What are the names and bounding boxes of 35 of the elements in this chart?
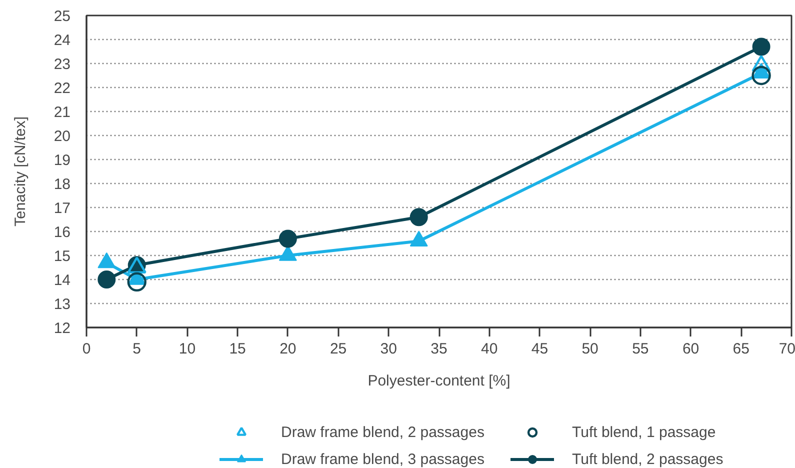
x-tick-label: 0: [82, 340, 91, 358]
y-tick-label: 25: [54, 8, 71, 25]
legend-label: Tuft blend, 2 passages: [572, 450, 724, 468]
y-tick-label: 17: [54, 200, 71, 217]
x-tick-label: 10: [178, 340, 196, 358]
x-tick-label: 55: [632, 340, 649, 358]
x-tick-label: 45: [531, 340, 548, 358]
y-tick-label: 24: [54, 32, 71, 49]
y-tick-label: 16: [54, 224, 71, 241]
x-tick-label: 30: [380, 340, 397, 358]
legend-label: Tuft blend, 1 passage: [572, 424, 717, 440]
x-tick-label: 5: [132, 340, 142, 358]
y-tick-label: 19: [54, 152, 71, 169]
y-tick-label: 20: [54, 128, 71, 145]
x-tick-label: 65: [732, 340, 750, 358]
y-tick-label: 23: [54, 56, 71, 73]
y-tick-label: 14: [54, 272, 71, 289]
y-tick-label: 13: [54, 296, 71, 313]
y-tick-label: 21: [54, 104, 71, 121]
x-tick-label: 70: [778, 340, 795, 358]
x-tick-label: 20: [280, 340, 296, 358]
legend-label: Draw frame blend, 3 passages: [281, 450, 484, 468]
y-tick-label: 18: [54, 176, 71, 193]
y-tick-label: 22: [54, 80, 71, 97]
x-tick-label: 15: [229, 340, 246, 358]
x-tick-label: 60: [682, 340, 700, 358]
x-tick-label: 35: [430, 340, 448, 358]
x-tick-label: 40: [481, 340, 498, 358]
y-tick-label: 15: [54, 248, 71, 265]
y-axis-title: Tenacity [cN/tex]: [12, 116, 29, 227]
legend-label: Draw frame blend, 2 passages: [281, 424, 484, 440]
y-tick-label: 12: [54, 320, 71, 337]
x-tick-label: 25: [330, 340, 347, 358]
x-tick-label: 50: [582, 340, 598, 358]
x-axis-title: Polyester-content [%]: [368, 372, 510, 390]
